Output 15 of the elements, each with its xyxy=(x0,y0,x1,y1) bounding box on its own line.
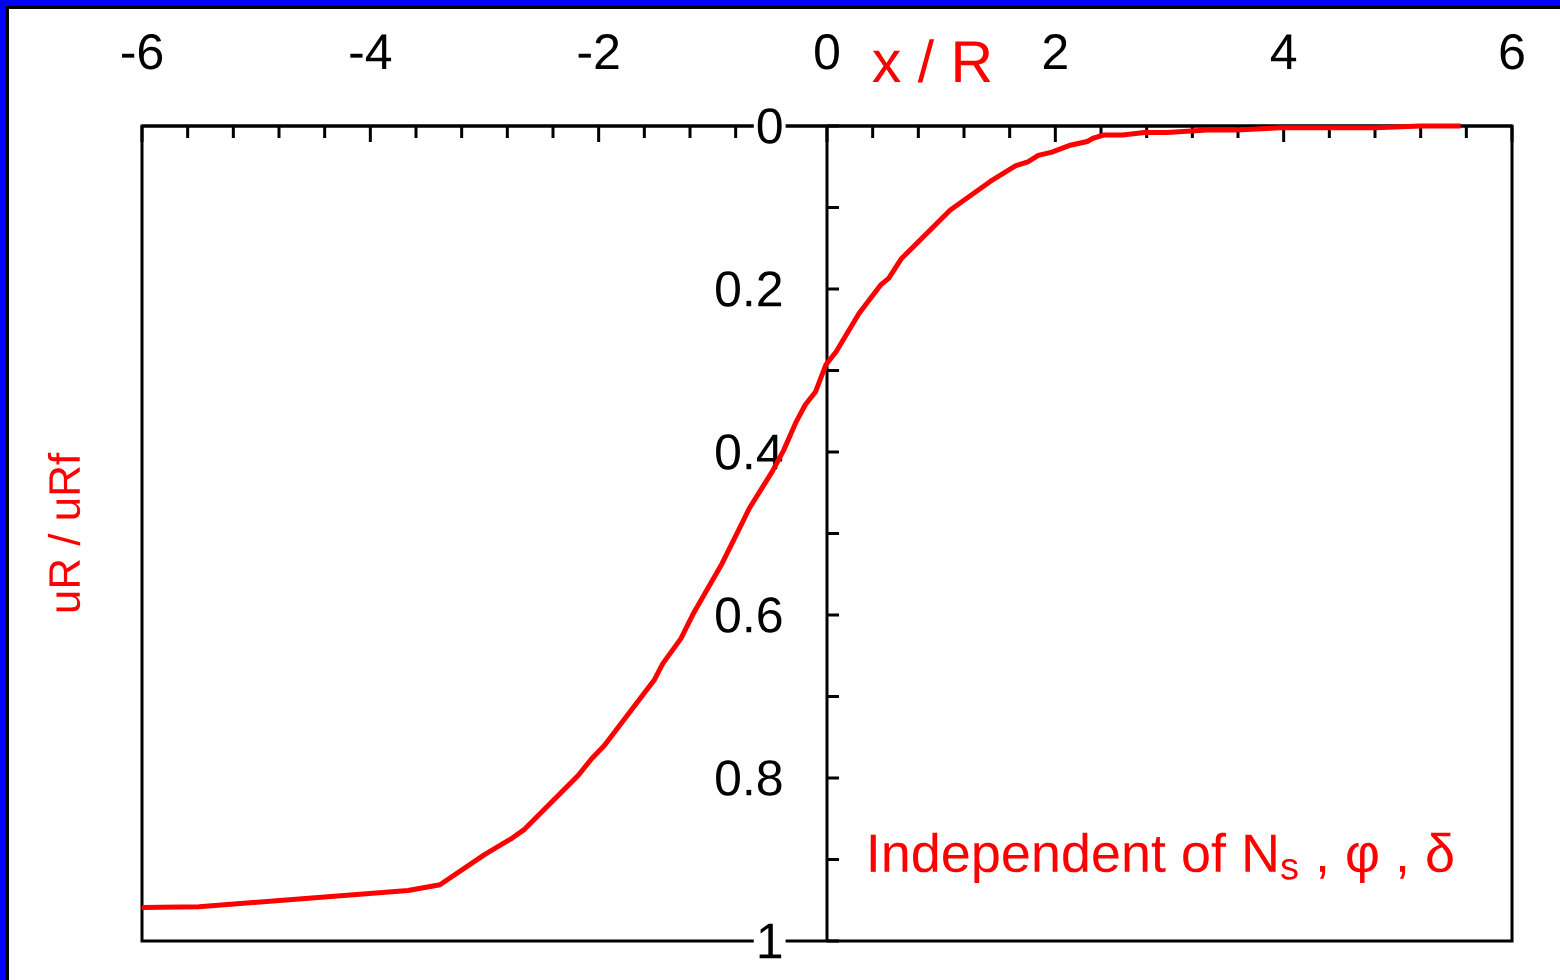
x-tick-label: 2 xyxy=(1043,34,1067,69)
annotation: Independent of N$_{s}$ , φ , δ xyxy=(870,832,1453,884)
x-tick-label: -4 xyxy=(350,34,392,69)
x-tick-label: 4 xyxy=(1270,34,1297,69)
x-tick-label: -2 xyxy=(578,34,619,69)
y-axis-title: uR / uRf xyxy=(47,452,81,612)
y-tick-label: 1 xyxy=(759,923,782,959)
x-tick-label: 0 xyxy=(815,34,839,70)
y-tick-label: 0 xyxy=(757,108,782,144)
x-tick-label: 6 xyxy=(1500,34,1524,70)
x-tick-label: -6 xyxy=(121,34,163,70)
y-tick-label: 0.6 xyxy=(716,597,782,633)
x-axis-title: x / R xyxy=(872,39,991,83)
y-tick-label: 0.2 xyxy=(716,271,782,307)
y-tick-label: 0.8 xyxy=(716,760,782,796)
